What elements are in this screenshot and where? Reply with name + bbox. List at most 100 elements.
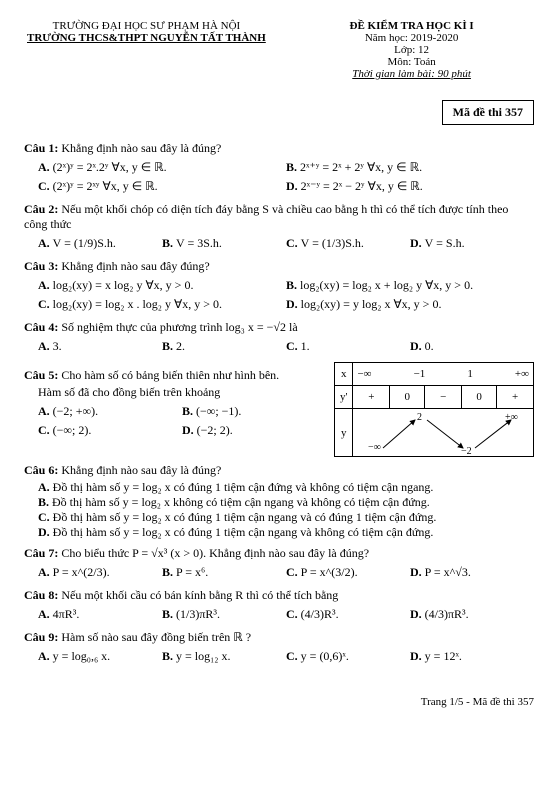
q5-options: A. (−2; +∞). B. (−∞; −1). C. (−∞; 2). D.… — [38, 402, 326, 440]
question-7: Câu 7: Cho biểu thức P = √x³ (x > 0). Kh… — [24, 546, 534, 561]
tbl-yp-3: − — [425, 386, 462, 409]
question-9: Câu 9: Hàm số nào sau đây đồng biến trên… — [24, 630, 534, 645]
q4-text: Số nghiệm thực của phương trình log₃ x =… — [61, 320, 297, 334]
q4-opt-b: B. 2. — [162, 339, 286, 354]
variation-table: x −∞ −1 1 +∞ y' + 0 − 0 + y — [334, 362, 534, 457]
q5-opt-a: A. (−2; +∞). — [38, 404, 182, 419]
q3-opt-a: A. log₂(xy) = x log₂ y ∀x, y > 0. — [38, 278, 286, 293]
q9-options: A. y = log₀,₆ x. B. y = log₁₂ x. C. y = … — [38, 647, 534, 666]
q8-opt-b: B. (1/3)πR³. — [162, 607, 286, 622]
q1-options: A. (2ˣ)ʸ = 2ˣ.2ʸ ∀x, y ∈ ℝ. B. 2ˣ⁺ʸ = 2ˣ… — [38, 158, 534, 196]
university: TRƯỜNG ĐẠI HỌC SƯ PHẠM HÀ NỘI — [24, 20, 269, 32]
q8-label: Câu 8: — [24, 588, 58, 602]
q3-opt-b: B. log₂(xy) = log₂ x + log₂ y ∀x, y > 0. — [286, 278, 534, 293]
tbl-yp-1: + — [353, 386, 390, 409]
question-1: Câu 1: Khẳng định nào sau đây là đúng? — [24, 141, 534, 156]
q7-opt-b: B. P = x⁶. — [162, 565, 286, 580]
subject: Môn: Toán — [289, 56, 534, 68]
tbl-x-1: 1 — [467, 368, 473, 380]
grade: Lớp: 12 — [289, 44, 534, 56]
q8-opt-d: D. (4/3)πR³. — [410, 607, 534, 622]
q8-options: A. 4πR³. B. (1/3)πR³. C. (4/3)R³. D. (4/… — [38, 605, 534, 624]
exam-title: ĐỀ KIỂM TRA HỌC KÌ I — [289, 20, 534, 32]
q2-text: Nếu một khối chóp có diện tích đáy bằng … — [24, 202, 508, 231]
q5-opt-d: D. (−2; 2). — [182, 423, 326, 438]
q8-opt-c: C. (4/3)R³. — [286, 607, 410, 622]
q4-label: Câu 4: — [24, 320, 58, 334]
question-6: Câu 6: Khẳng định nào sau đây là đúng? — [24, 463, 534, 478]
q2-label: Câu 2: — [24, 202, 58, 216]
question-5-wrap: Câu 5: Cho hàm số có bảng biến thiên như… — [24, 362, 534, 457]
y-min: −2 — [461, 446, 472, 456]
q9-label: Câu 9: — [24, 630, 58, 644]
q7-opt-d: D. P = x^√3. — [410, 565, 534, 580]
q1-text: Khẳng định nào sau đây là đúng? — [61, 141, 221, 155]
exam-code: Mã đề thi 357 — [442, 100, 534, 125]
q4-opt-d: D. 0. — [410, 339, 534, 354]
q3-label: Câu 3: — [24, 259, 58, 273]
q4-opt-a: A. 3. — [38, 339, 162, 354]
q7-label: Câu 7: — [24, 546, 58, 560]
q8-text: Nếu một khối cầu có bán kính bằng R thì … — [61, 588, 338, 602]
q2-opt-d: D. V = S.h. — [410, 236, 534, 251]
q4-opt-c: C. 1. — [286, 339, 410, 354]
exam-block: ĐỀ KIỂM TRA HỌC KÌ I Năm học: 2019-2020 … — [289, 20, 534, 80]
tbl-x-label: x — [335, 363, 353, 386]
variation-arrows-svg: −∞ 2 −2 +∞ — [363, 410, 523, 456]
exam-time: Thời gian làm bài: 90 phút — [289, 68, 534, 80]
q7-text: Cho biểu thức P = √x³ (x > 0). Khẳng địn… — [61, 546, 369, 560]
q1-opt-b: B. 2ˣ⁺ʸ = 2ˣ + 2ʸ ∀x, y ∈ ℝ. — [286, 160, 534, 175]
q7-options: A. P = x^(2/3). B. P = x⁶. C. P = x^(3/2… — [38, 563, 534, 582]
q9-text: Hàm số nào sau đây đồng biến trên ℝ ? — [61, 630, 251, 644]
question-5: Câu 5: Cho hàm số có bảng biến thiên như… — [24, 368, 326, 383]
q3-options: A. log₂(xy) = x log₂ y ∀x, y > 0. B. log… — [38, 276, 534, 314]
q5-opt-c: C. (−∞; 2). — [38, 423, 182, 438]
question-2: Câu 2: Nếu một khối chóp có diện tích đá… — [24, 202, 534, 232]
q2-opt-a: A. V = (1/9)S.h. — [38, 236, 162, 251]
q3-opt-c: C. log₂(xy) = log₂ x . log₂ y ∀x, y > 0. — [38, 297, 286, 312]
q6-opt-d: D. Đồ thị hàm số y = log₂ x có đúng 1 ti… — [38, 525, 534, 540]
page-header: TRƯỜNG ĐẠI HỌC SƯ PHẠM HÀ NỘI TRƯỜNG THC… — [24, 20, 534, 80]
tbl-yp-4: 0 — [462, 386, 497, 409]
school: TRƯỜNG THCS&THPT NGUYỄN TẤT THÀNH — [24, 32, 269, 44]
q5-subtext: Hàm số đã cho đồng biến trên khoảng — [38, 385, 326, 400]
q9-opt-b: B. y = log₁₂ x. — [162, 649, 286, 664]
q7-opt-a: A. P = x^(2/3). — [38, 565, 162, 580]
q2-opt-b: B. V = 3S.h. — [162, 236, 286, 251]
q9-opt-a: A. y = log₀,₆ x. — [38, 649, 162, 664]
question-8: Câu 8: Nếu một khối cầu có bán kính bằng… — [24, 588, 534, 603]
y-neginf: −∞ — [368, 442, 381, 453]
tbl-yp-5: + — [497, 386, 534, 409]
tbl-yp-label: y' — [335, 386, 353, 409]
school-year: Năm học: 2019-2020 — [289, 32, 534, 44]
q8-opt-a: A. 4πR³. — [38, 607, 162, 622]
q7-opt-c: C. P = x^(3/2). — [286, 565, 410, 580]
q6-text: Khẳng định nào sau đây là đúng? — [61, 463, 221, 477]
q6-opt-c: C. Đồ thị hàm số y = log₂ x có đúng 1 ti… — [38, 510, 534, 525]
tbl-x-neginf: −∞ — [357, 368, 371, 380]
q6-opt-a: A. Đồ thị hàm số y = log₂ x có đúng 1 ti… — [38, 480, 534, 495]
tbl-y-label: y — [335, 409, 353, 457]
school-block: TRƯỜNG ĐẠI HỌC SƯ PHẠM HÀ NỘI TRƯỜNG THC… — [24, 20, 269, 80]
q5-label: Câu 5: — [24, 368, 58, 382]
q3-opt-d: D. log₂(xy) = y log₂ x ∀x, y > 0. — [286, 297, 534, 312]
q9-opt-c: C. y = (0,6)ˣ. — [286, 649, 410, 664]
q2-opt-c: C. V = (1/3)S.h. — [286, 236, 410, 251]
q1-label: Câu 1: — [24, 141, 58, 155]
q1-opt-a: A. (2ˣ)ʸ = 2ˣ.2ʸ ∀x, y ∈ ℝ. — [38, 160, 286, 175]
q6-options: A. Đồ thị hàm số y = log₂ x có đúng 1 ti… — [38, 480, 534, 540]
q4-options: A. 3. B. 2. C. 1. D. 0. — [38, 337, 534, 356]
q6-label: Câu 6: — [24, 463, 58, 477]
y-posinf: +∞ — [505, 412, 518, 423]
question-4: Câu 4: Số nghiệm thực của phương trình l… — [24, 320, 534, 335]
tbl-x-posinf: +∞ — [515, 368, 529, 380]
q6-opt-b: B. Đồ thị hàm số y = log₂ x không có tiệ… — [38, 495, 534, 510]
q2-options: A. V = (1/9)S.h. B. V = 3S.h. C. V = (1/… — [38, 234, 534, 253]
y-max: 2 — [417, 412, 422, 423]
tbl-x-m1: −1 — [414, 368, 426, 380]
page-footer: Trang 1/5 - Mã đề thi 357 — [24, 696, 534, 708]
q1-opt-d: D. 2ˣ⁻ʸ = 2ˣ − 2ʸ ∀x, y ∈ ℝ. — [286, 179, 534, 194]
question-3: Câu 3: Khẳng định nào sau đây đúng? — [24, 259, 534, 274]
q5-text: Cho hàm số có bảng biến thiên như hình b… — [61, 368, 279, 382]
q3-text: Khẳng định nào sau đây đúng? — [61, 259, 209, 273]
